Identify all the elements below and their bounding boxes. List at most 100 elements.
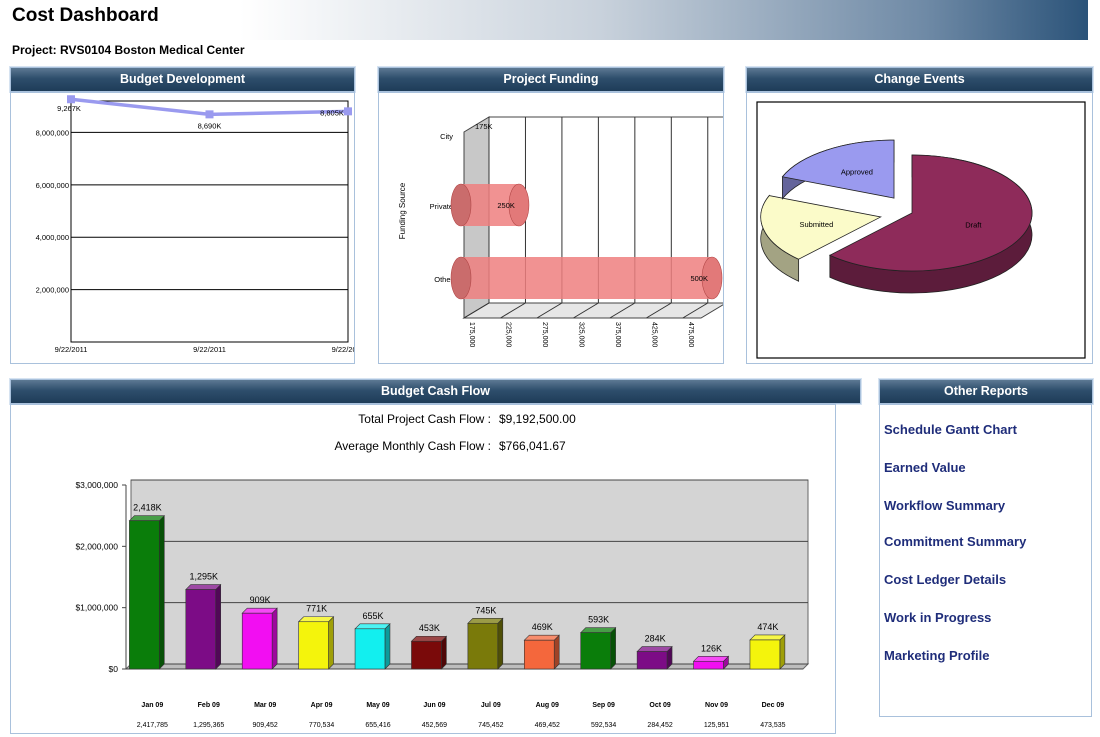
category-label: Private: [430, 202, 453, 211]
data-label: 469K: [532, 622, 553, 632]
data-label: 9,267K: [57, 104, 81, 113]
slice-draft: [828, 154, 1033, 272]
value-label: 284,452: [647, 722, 672, 729]
bar-aug-09: [524, 639, 555, 670]
bar-apr-09: [298, 621, 329, 670]
bar-oct-09: [636, 651, 668, 670]
bar-cap: [701, 256, 723, 300]
data-label: 474K: [757, 622, 778, 632]
x-tick-label: 375,000: [614, 322, 621, 347]
report-link-workflow-summary[interactable]: Workflow Summary: [884, 498, 1006, 513]
y-tick-label: 4,000,000: [36, 233, 69, 242]
bar-nov-09: [693, 660, 724, 670]
report-link-schedule-gantt-chart[interactable]: Schedule Gantt Chart: [884, 422, 1017, 437]
value-label: 770,534: [309, 722, 334, 729]
bar-side: [610, 626, 616, 670]
x-tick-label: 9/22/2011: [55, 345, 88, 354]
x-tick-label: May 09: [366, 702, 389, 709]
budget-cash-flow-panel: Total Project Cash Flow : $9,192,500.00 …: [10, 404, 836, 734]
data-label: 453K: [419, 623, 440, 633]
y-tick-label: $2,000,000: [75, 541, 118, 551]
bar-dec-09: [749, 639, 781, 670]
data-label: 593K: [588, 615, 609, 625]
bar-side: [553, 634, 560, 670]
x-tick-label: 425,000: [650, 322, 657, 347]
bar-top: [467, 617, 504, 624]
total-cash-flow-value: $9,192,500.00: [499, 412, 576, 426]
budget-cash-flow-header: Budget Cash Flow: [10, 379, 861, 404]
slice-label: Approved: [841, 168, 873, 177]
x-tick-label: 275,000: [541, 322, 548, 347]
budget-cash-flow-chart: $0 $1,000,000 $2,000,000 $3,000,000 2,418K Ja…: [75, 479, 810, 729]
data-label: 771K: [306, 604, 327, 614]
report-link-earned-value[interactable]: Earned Value: [884, 460, 966, 475]
floor-gridline: [609, 302, 636, 319]
data-label: 909K: [250, 595, 271, 605]
y-tick-label: $1,000,000: [75, 603, 118, 613]
x-tick-label: Jun 09: [423, 702, 445, 709]
bar-side: [271, 607, 278, 670]
total-cash-flow-label: Total Project Cash Flow :: [358, 412, 491, 426]
value-label: 2,417,785: [137, 722, 168, 729]
value-label: 909,452: [253, 722, 278, 729]
bar-top: [523, 634, 560, 641]
bar-side: [779, 634, 786, 670]
bar-top: [185, 584, 222, 590]
bar-cap: [508, 183, 530, 227]
other-reports-panel: Schedule Gantt Chart Earned Value Workfl…: [879, 404, 1092, 717]
x-tick-label: Sep 09: [592, 702, 615, 709]
x-tick-label: Nov 09: [705, 702, 728, 709]
data-label: 284K: [645, 634, 666, 644]
bar-side: [384, 623, 391, 670]
bar-side: [441, 635, 447, 670]
bar-sep-09: [580, 632, 611, 670]
bar-base: [450, 183, 472, 227]
bar-base: [450, 256, 472, 300]
data-point: [67, 95, 75, 104]
project-funding-chart: 175,000 225,000 275,000 325,000 375,000 425,0…: [398, 116, 728, 347]
category-label: City: [440, 132, 453, 141]
floor-gridline: [536, 302, 563, 319]
slice-approved: [781, 139, 895, 199]
change-events-panel: Draft Submitted Approved: [746, 92, 1093, 364]
bar-top: [297, 616, 335, 623]
bar-side: [497, 617, 504, 670]
y-tick-label: 6,000,000: [36, 181, 69, 190]
x-tick-label: Apr 09: [311, 702, 333, 709]
budget-development-header: Budget Development: [10, 67, 355, 92]
bar-top: [128, 515, 166, 522]
report-link-work-in-progress[interactable]: Work in Progress: [884, 610, 992, 625]
bar-side: [158, 514, 165, 670]
x-tick-label: 175,000: [468, 322, 475, 347]
floor-gridline: [463, 302, 490, 319]
report-link-marketing-profile[interactable]: Marketing Profile: [884, 648, 990, 663]
data-label: 1,295K: [189, 572, 218, 582]
x-tick-label: Mar 09: [254, 702, 276, 709]
data-label: 655K: [362, 611, 383, 621]
x-tick-label: Jan 09: [141, 702, 163, 709]
value-label: 473,535: [760, 722, 785, 729]
change-events-header: Change Events: [746, 67, 1093, 92]
budget-development-chart: 2,000,000 4,000,000 6,000,000 8,000,000 9,26…: [36, 95, 364, 354]
budget-development-panel: 2,000,000 4,000,000 6,000,000 8,000,000 9,26…: [10, 92, 364, 364]
report-link-cost-ledger-details[interactable]: Cost Ledger Details: [884, 572, 1007, 587]
bar-top: [410, 635, 448, 642]
project-funding-panel: 175,000 225,000 275,000 325,000 375,000 425,0…: [378, 92, 728, 364]
category-label: Other: [434, 275, 453, 284]
x-tick-label: Dec 09: [762, 702, 785, 709]
bar-top: [579, 627, 617, 633]
bar-jan-09: [129, 520, 160, 670]
plot-area: [70, 100, 349, 343]
x-tick-label: 9/22/2011: [332, 345, 354, 354]
slice-label: Draft: [965, 221, 982, 230]
bar-top: [692, 655, 730, 662]
y-axis-title: Funding Source: [398, 182, 407, 239]
average-cash-flow-label: Average Monthly Cash Flow :: [334, 439, 491, 453]
report-link-commitment-summary[interactable]: Commitment Summary: [884, 534, 1027, 549]
y-tick-label: $3,000,000: [75, 480, 118, 490]
project-name: Project: RVS0104 Boston Medical Center: [12, 43, 245, 57]
value-label: 745,452: [478, 722, 503, 729]
title-bar: [0, 0, 1088, 40]
floor-gridline: [573, 302, 599, 319]
value-label: 655,416: [365, 722, 390, 729]
